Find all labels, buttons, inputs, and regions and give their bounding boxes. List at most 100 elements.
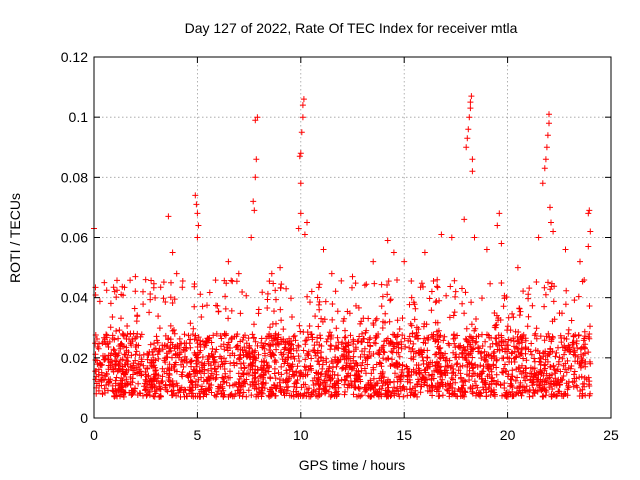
data-point [577,346,584,352]
data-point [383,393,390,400]
data-point [333,393,340,400]
data-point [338,277,345,284]
data-point [469,373,475,380]
data-point [562,347,569,354]
data-point [109,335,116,342]
data-point [426,295,433,302]
data-point [461,377,467,384]
data-point [231,333,238,340]
data-point [514,345,521,352]
data-point [215,385,222,392]
data-point [132,351,139,358]
data-point [194,382,201,389]
data-point [328,343,335,350]
data-point [156,383,163,390]
data-point [243,376,250,383]
data-point [260,376,266,382]
data-point [117,357,124,363]
data-point [463,325,470,332]
data-point [310,382,317,388]
data-point [488,388,494,395]
data-point [290,333,297,340]
data-point [112,357,118,364]
data-point [251,354,257,361]
data-point [370,375,377,382]
data-point [162,299,169,305]
data-point [541,284,548,291]
data-point [150,284,157,291]
data-point [294,363,301,370]
data-point [263,335,270,342]
data-point [240,360,247,367]
data-point [376,386,383,393]
data-point [517,308,524,315]
data-point [525,291,532,298]
data-point [205,360,212,367]
data-point [206,353,213,360]
data-point [235,270,242,277]
data-point [97,361,104,367]
data-point [297,210,304,217]
data-point [327,346,334,353]
data-point [147,291,154,297]
data-point [340,318,347,325]
data-point [306,385,312,392]
data-point [498,240,505,247]
data-point [244,370,250,377]
data-point [368,384,375,391]
data-point [167,344,174,351]
data-point [395,349,402,356]
data-point [395,391,402,398]
data-point [502,368,509,375]
data-point [190,393,197,400]
data-point [96,298,103,305]
data-point [102,373,109,379]
data-point [293,391,300,398]
data-point [550,228,557,235]
data-point [133,318,140,325]
data-point [410,391,416,398]
data-point [332,288,339,295]
data-point [96,340,102,347]
data-point [408,355,415,362]
data-point [516,340,523,347]
data-point [140,362,147,369]
data-point [521,387,528,394]
data-point [406,333,413,340]
data-point [459,385,466,392]
data-point [535,234,542,241]
data-point [299,114,306,121]
data-point [463,144,470,151]
data-point [497,381,504,388]
data-point [549,334,556,341]
data-point [181,340,188,347]
data-point [315,284,322,291]
data-point [235,379,242,386]
data-point [130,330,137,337]
data-point [559,310,565,317]
data-point [307,393,314,400]
data-point [243,292,250,299]
data-point [586,303,593,309]
data-point [192,192,199,199]
data-point [333,325,340,332]
data-point [547,345,554,352]
data-point [441,367,448,374]
data-point [275,369,282,376]
axis-ticks: 0 5 10 15 20 25 0 0.02 0.04 0.06 0.08 0.1 0.12 [61,49,619,443]
data-point [467,105,474,112]
data-point [334,372,341,379]
data-point [343,362,350,369]
data-point [247,381,254,388]
data-point [522,337,529,344]
data-point [180,346,187,353]
data-point [166,372,173,378]
data-point [315,374,322,381]
data-point [305,348,312,355]
data-point [555,344,561,351]
data-point [477,392,483,399]
data-point [140,301,147,308]
data-point [421,249,428,256]
data-point [208,370,215,377]
